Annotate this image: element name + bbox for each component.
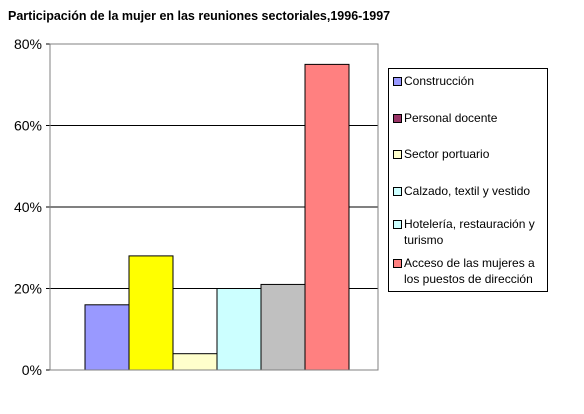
legend-label: Construcción: [404, 74, 475, 88]
bar: [84, 304, 130, 371]
legend-item: Sector portuario: [393, 146, 545, 162]
legend-swatch: [393, 187, 402, 196]
y-tick-label: 0%: [22, 362, 42, 378]
legend-label: turismo: [404, 233, 444, 247]
legend-label: Sector portuario: [404, 147, 490, 161]
bar: [172, 353, 218, 371]
bar: [304, 63, 350, 371]
legend-item: Hotelería, restauración y turismo: [393, 216, 545, 248]
plot-area-border: [49, 43, 379, 371]
legend-swatch: [393, 259, 402, 268]
legend-item: Construcción: [393, 73, 545, 89]
y-tick-label: 20%: [14, 281, 42, 297]
legend-swatch: [393, 150, 402, 159]
legend-label: Hotelería, restauración y: [404, 217, 535, 231]
legend-swatch: [393, 220, 402, 229]
legend-swatch: [393, 114, 402, 123]
legend-swatch: [393, 77, 402, 86]
legend-label: los puestos de dirección: [404, 272, 533, 286]
y-tick-label: 80%: [14, 36, 42, 52]
legend-label: Personal docente: [404, 111, 498, 125]
bar: [260, 283, 306, 371]
legend-item: Acceso de las mujeres a los puestos de di…: [393, 255, 545, 287]
legend: Construcción Personal docente Sector portu…: [388, 68, 548, 292]
y-tick-label: 60%: [14, 118, 42, 134]
y-tick-label: 40%: [14, 199, 42, 215]
chart-title: Participación de la mujer en las reunion…: [8, 9, 391, 23]
legend-label: Acceso de las mujeres a: [404, 256, 535, 270]
bar: [128, 255, 174, 371]
bar: [216, 288, 262, 371]
legend-label: Calzado, textil y vestido: [404, 184, 531, 198]
legend-item: Calzado, textil y vestido: [393, 183, 545, 199]
legend-item: Personal docente: [393, 110, 545, 126]
